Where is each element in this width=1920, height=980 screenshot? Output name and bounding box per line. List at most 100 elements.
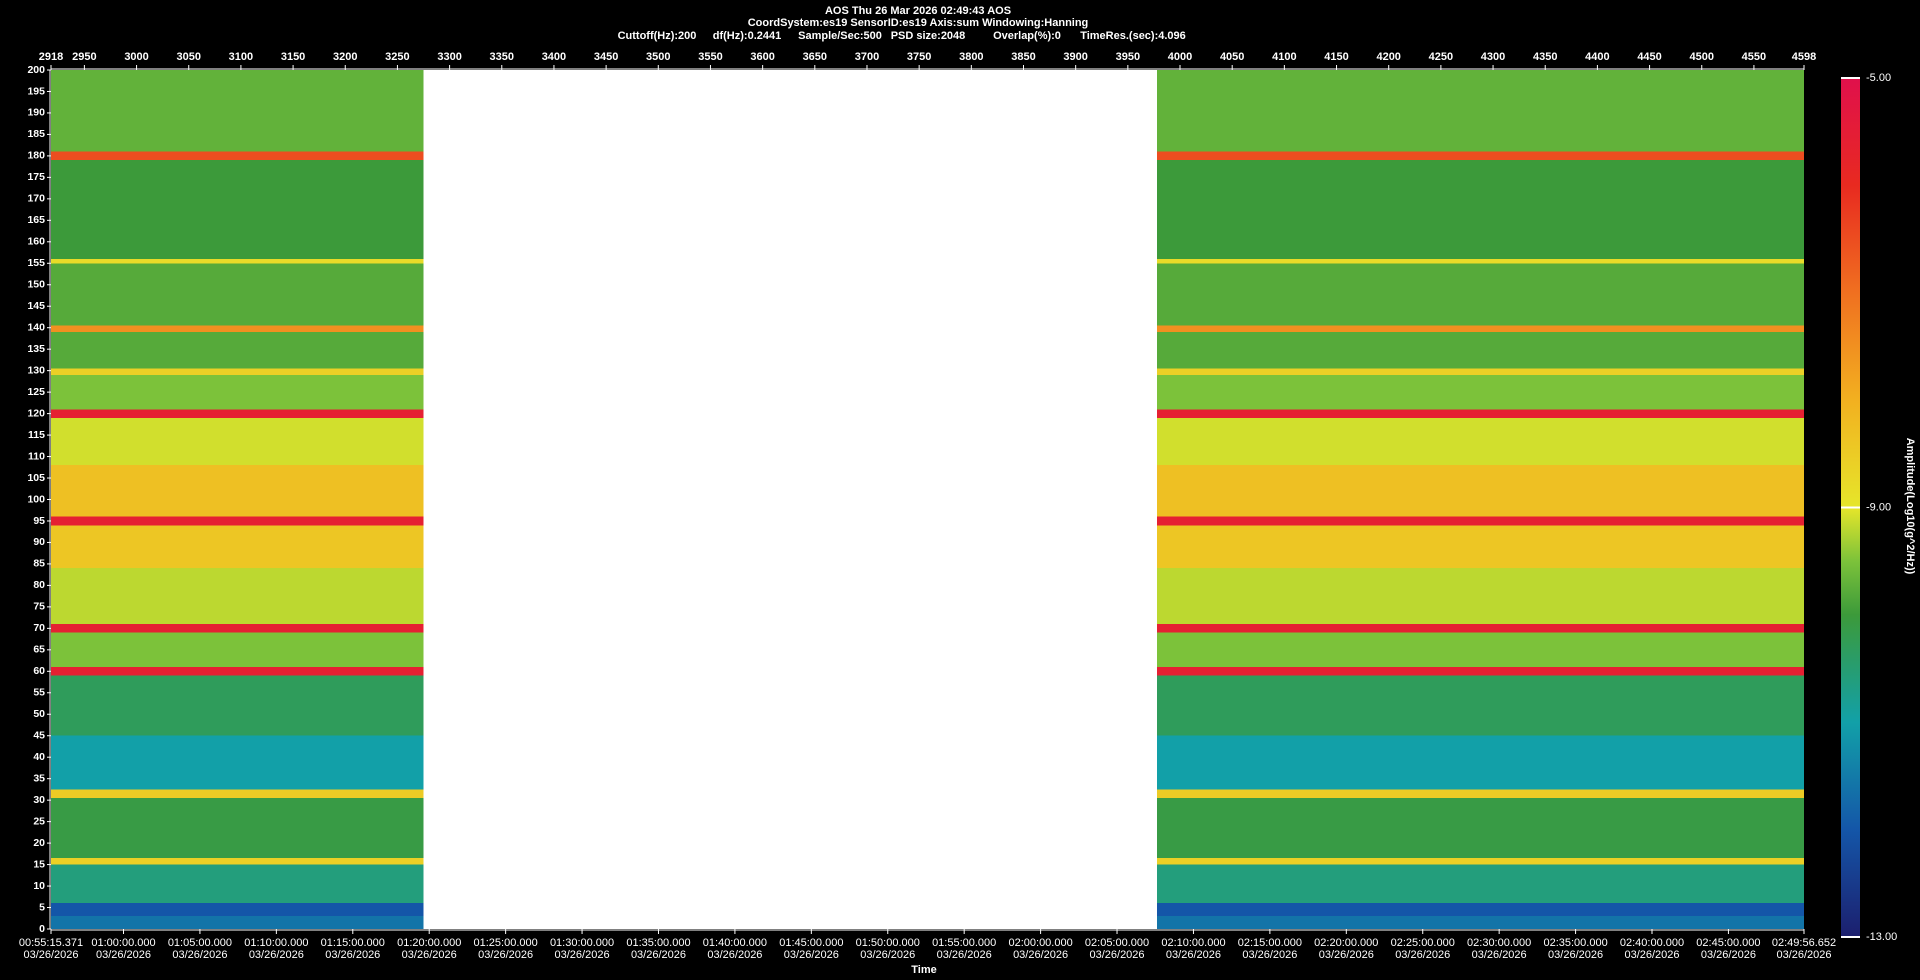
spectrogram-cell — [51, 735, 424, 790]
x2-tick-label: 01:25:00.000 — [474, 937, 538, 949]
x-tick-label: 3750 — [907, 51, 931, 63]
spectrogram-cell — [1157, 525, 1804, 569]
spectrogram-cell — [51, 798, 424, 859]
x2-tick-date: 03/26/2026 — [402, 949, 457, 961]
y-tick-label: 190 — [27, 107, 45, 119]
x-tick-label: 3950 — [1116, 51, 1140, 63]
y-tick-label: 15 — [33, 858, 45, 870]
x2-tick-label: 01:55:00.000 — [932, 937, 996, 949]
x2-tick-date: 03/26/2026 — [860, 949, 915, 961]
spectrogram-cell — [1157, 325, 1804, 332]
y-tick-label: 10 — [33, 880, 45, 892]
spectrogram-cell — [1157, 151, 1804, 161]
x-tick-label: 3150 — [281, 51, 305, 63]
spectrogram-cell — [51, 374, 424, 410]
x-tick-label: 3550 — [698, 51, 722, 63]
x-tick-label: 3100 — [229, 51, 253, 63]
x2-tick-date: 03/26/2026 — [23, 949, 78, 961]
x2-tick-label: 02:45:00.000 — [1696, 937, 1760, 949]
x-tick-label: 3500 — [646, 51, 670, 63]
x2-tick-date: 03/26/2026 — [1013, 949, 1068, 961]
spectrogram-cell — [51, 624, 424, 633]
spectrogram-cell — [1157, 417, 1804, 466]
spectrogram-cell — [51, 789, 424, 799]
x2-tick-label: 02:20:00.000 — [1314, 937, 1378, 949]
y-tick-label: 125 — [27, 386, 45, 398]
spectrogram-cell — [51, 667, 424, 676]
x-tick-label: 4500 — [1689, 51, 1713, 63]
spectrogram-cell — [1157, 632, 1804, 668]
header-parameter: PSD size:2048 — [891, 30, 966, 42]
x2-tick-date: 03/26/2026 — [707, 949, 762, 961]
y-tick-label: 20 — [33, 837, 45, 849]
spectrogram-cell — [1157, 409, 1804, 418]
y-tick-label: 80 — [33, 579, 45, 591]
spectrogram-cell — [1157, 864, 1804, 904]
x-tick-label: 2950 — [72, 51, 96, 63]
x2-tick-date: 03/26/2026 — [1624, 949, 1679, 961]
y-tick-label: 150 — [27, 279, 45, 291]
spectrogram-cell — [51, 160, 424, 259]
spectrogram-cell — [51, 525, 424, 569]
x2-tick-label: 01:35:00.000 — [626, 937, 690, 949]
spectrogram-cell — [1157, 374, 1804, 410]
spectrogram-cell — [51, 632, 424, 668]
spectrogram-cell — [1157, 789, 1804, 799]
spectrogram-cell — [1157, 263, 1804, 326]
x2-tick-label: 01:00:00.000 — [91, 937, 155, 949]
x-tick-label: 3000 — [124, 51, 148, 63]
x-tick-label: 4200 — [1376, 51, 1400, 63]
spectrogram-cell — [51, 417, 424, 466]
spectrogram-cell — [1157, 667, 1804, 676]
chart-title: AOS Thu 26 Mar 2026 02:49:43 AOS — [825, 5, 1011, 17]
spectrogram-cell — [51, 858, 424, 865]
header-parameter: Overlap(%):0 — [993, 30, 1061, 42]
y-tick-label: 55 — [33, 687, 45, 699]
x2-tick-date: 03/26/2026 — [1548, 949, 1603, 961]
x-tick-label: 4150 — [1324, 51, 1348, 63]
y-tick-label: 155 — [27, 257, 45, 269]
spectrogram-cell — [51, 331, 424, 369]
spectrogram-cell — [1157, 903, 1804, 917]
y-tick-label: 75 — [33, 601, 45, 613]
y-tick-label: 0 — [39, 923, 45, 935]
x2-tick-date: 03/26/2026 — [172, 949, 227, 961]
y-tick-label: 175 — [27, 171, 45, 183]
y-tick-label: 40 — [33, 751, 45, 763]
spectrogram-cell — [1157, 798, 1804, 859]
colorbar-tick-label: -13.00 — [1866, 931, 1897, 943]
y-tick-label: 200 — [27, 64, 45, 76]
spectrogram-cell — [51, 675, 424, 736]
y-tick-label: 145 — [27, 300, 45, 312]
spectrogram-cell — [51, 258, 424, 264]
x2-tick-label: 00:55:15.371 — [19, 937, 83, 949]
spectrogram-cell — [1157, 368, 1804, 375]
x-axis-label: Time — [911, 964, 936, 976]
y-tick-label: 85 — [33, 558, 45, 570]
x2-tick-date: 03/26/2026 — [1395, 949, 1450, 961]
spectrogram-cell — [1157, 675, 1804, 736]
x-tick-label: 3050 — [176, 51, 200, 63]
colorbar-tick-label: -5.00 — [1866, 72, 1891, 84]
x2-tick-date: 03/26/2026 — [249, 949, 304, 961]
x-tick-label: 4450 — [1637, 51, 1661, 63]
y-tick-label: 100 — [27, 493, 45, 505]
x2-tick-date: 03/26/2026 — [478, 949, 533, 961]
x-tick-label: 4100 — [1272, 51, 1296, 63]
y-tick-label: 25 — [33, 815, 45, 827]
x-tick-label: 3800 — [959, 51, 983, 63]
header-parameter: Sample/Sec:500 — [798, 30, 882, 42]
x-tick-label: 3400 — [542, 51, 566, 63]
spectrogram-cell — [51, 263, 424, 326]
spectrogram-cell — [51, 516, 424, 526]
x2-tick-label: 01:15:00.000 — [321, 937, 385, 949]
x2-tick-label: 02:05:00.000 — [1085, 937, 1149, 949]
x2-tick-date: 03/26/2026 — [325, 949, 380, 961]
y-tick-label: 110 — [28, 450, 45, 462]
x-tick-label: 3200 — [333, 51, 357, 63]
x-tick-label: 4050 — [1220, 51, 1244, 63]
x-tick-label: 3650 — [803, 51, 827, 63]
y-tick-label: 90 — [33, 536, 45, 548]
spectrogram-cell — [51, 465, 424, 517]
